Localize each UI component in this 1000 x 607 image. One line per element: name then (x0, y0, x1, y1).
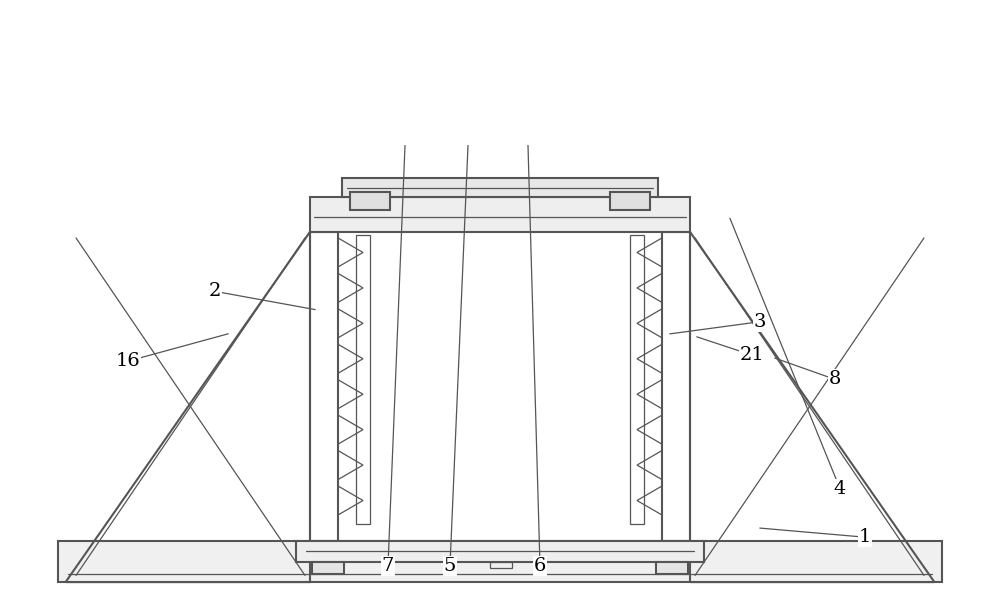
Bar (342, 178, 658, 197)
Text: 7: 7 (382, 557, 394, 575)
Text: 21: 21 (740, 346, 764, 364)
Text: 8: 8 (829, 370, 841, 388)
Bar (310, 197, 690, 232)
Bar (662, 232, 690, 541)
Text: 4: 4 (834, 480, 846, 498)
Bar (58, 541, 942, 582)
Text: 5: 5 (444, 557, 456, 575)
Bar (310, 232, 338, 541)
Text: 2: 2 (209, 282, 221, 300)
Text: 1: 1 (859, 528, 871, 546)
Bar (312, 562, 344, 574)
Text: 16: 16 (116, 352, 140, 370)
Bar (350, 192, 390, 210)
Bar (630, 235, 644, 524)
Text: 3: 3 (754, 313, 766, 331)
Bar (296, 541, 704, 562)
Bar (490, 562, 512, 568)
Bar (356, 235, 370, 524)
Text: 6: 6 (534, 557, 546, 575)
Bar (610, 192, 650, 210)
Bar (656, 562, 688, 574)
